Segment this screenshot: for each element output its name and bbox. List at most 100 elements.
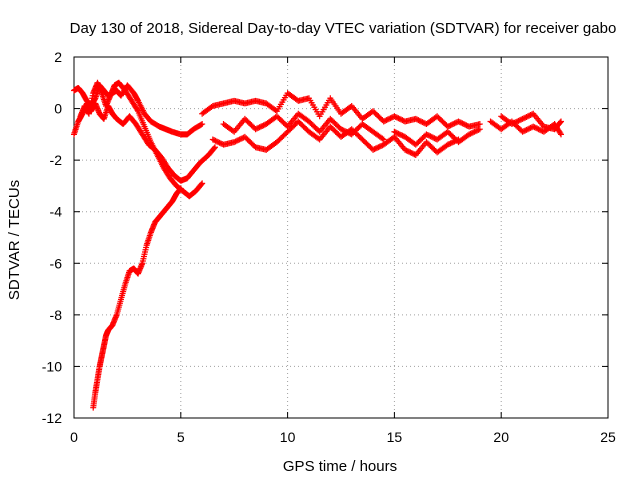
data-point — [378, 142, 385, 149]
data-point — [240, 134, 247, 141]
data-point — [452, 119, 459, 126]
data-point — [347, 103, 354, 110]
data-point — [386, 115, 393, 122]
data-point — [515, 117, 522, 124]
data-point — [447, 140, 454, 147]
data-point — [558, 118, 565, 125]
data-point — [446, 122, 453, 129]
data-point — [235, 137, 242, 144]
data-point — [342, 128, 349, 135]
data-point — [379, 135, 386, 142]
data-point — [375, 144, 382, 151]
y-tick-label: -6 — [50, 255, 63, 271]
y-tick-label: -4 — [50, 204, 63, 220]
data-point — [199, 180, 206, 187]
data-point — [530, 123, 537, 130]
data-point — [557, 119, 564, 126]
data-point — [412, 115, 419, 122]
data-point — [426, 132, 433, 139]
data-point — [213, 138, 220, 145]
data-point — [418, 118, 425, 125]
data-point — [518, 116, 525, 123]
data-point — [519, 128, 526, 135]
data-point — [374, 144, 381, 151]
data-point — [391, 113, 398, 120]
data-point — [423, 131, 430, 138]
data-point — [471, 128, 478, 135]
data-point — [392, 129, 399, 136]
data-point — [177, 185, 184, 192]
data-point — [406, 148, 413, 155]
data-point — [424, 132, 431, 139]
data-point — [463, 122, 470, 129]
data-point — [231, 139, 238, 146]
data-point — [338, 126, 344, 133]
data-point — [523, 113, 530, 120]
data-point — [380, 136, 387, 143]
chart-title: Day 130 of 2018, Sidereal Day-to-day VTE… — [70, 20, 617, 37]
data-point — [399, 117, 406, 124]
data-point — [444, 141, 451, 148]
data-point — [415, 117, 422, 124]
data-point — [472, 128, 479, 135]
data-point — [519, 115, 526, 122]
data-point — [232, 138, 239, 145]
data-point — [339, 126, 346, 133]
data-point — [398, 132, 405, 139]
data-point — [450, 121, 457, 128]
data-point — [237, 135, 244, 142]
data-point — [211, 144, 218, 151]
data-point — [532, 124, 539, 131]
data-point — [527, 124, 534, 131]
data-point — [458, 119, 465, 126]
data-point — [380, 118, 387, 125]
y-tick-label: 2 — [54, 49, 62, 65]
plot-border — [73, 56, 609, 419]
data-point — [392, 113, 399, 120]
data-point — [446, 141, 453, 148]
data-point — [451, 120, 458, 127]
data-point — [402, 146, 409, 153]
data-point — [208, 103, 215, 110]
data-point — [447, 122, 454, 129]
data-point — [474, 127, 481, 134]
data-point — [523, 126, 530, 133]
data-point — [344, 129, 351, 136]
x-axis-title: GPS time / hours — [283, 458, 397, 475]
data-point — [388, 114, 395, 121]
data-point — [217, 140, 224, 147]
data-point — [382, 117, 389, 124]
data-point — [470, 129, 477, 136]
data-point — [407, 149, 414, 156]
data-point — [370, 146, 377, 153]
data-point — [510, 120, 517, 127]
data-point — [259, 122, 266, 129]
data-point — [403, 147, 410, 154]
data-point — [512, 119, 519, 126]
data-point — [448, 121, 455, 128]
data-point — [371, 146, 378, 153]
data-point — [199, 121, 206, 128]
data-point — [455, 118, 462, 125]
data-point — [315, 135, 322, 142]
data-point — [404, 148, 411, 155]
data-point — [411, 151, 418, 158]
x-tick-label: 20 — [493, 429, 509, 445]
data-point — [260, 122, 267, 129]
x-tick-label: 25 — [600, 429, 616, 445]
x-tick-label: 15 — [387, 429, 403, 445]
data-point — [391, 128, 398, 135]
data-point — [534, 125, 541, 132]
data-point — [396, 115, 403, 122]
data-point — [398, 116, 405, 123]
data-point — [466, 131, 473, 138]
data-point — [535, 126, 542, 133]
data-point — [511, 119, 518, 126]
data-point — [256, 124, 263, 131]
data-point — [236, 136, 243, 143]
data-point — [476, 121, 483, 128]
data-point — [211, 137, 218, 144]
data-point — [372, 145, 379, 152]
data-point — [395, 115, 402, 122]
